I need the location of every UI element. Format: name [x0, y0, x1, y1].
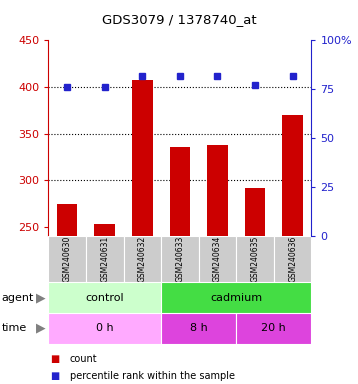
Text: percentile rank within the sample: percentile rank within the sample: [70, 371, 235, 381]
Bar: [236, 236, 274, 282]
Bar: [161, 236, 199, 282]
Bar: [207, 145, 228, 236]
Bar: [48, 313, 161, 344]
Bar: [95, 224, 115, 236]
Bar: [48, 282, 161, 313]
Bar: [170, 147, 190, 236]
Bar: [199, 236, 236, 282]
Bar: [161, 282, 311, 313]
Text: GSM240636: GSM240636: [288, 236, 297, 282]
Text: ■: ■: [50, 354, 59, 364]
Text: GDS3079 / 1378740_at: GDS3079 / 1378740_at: [102, 13, 256, 26]
Bar: [282, 115, 303, 236]
Text: 8 h: 8 h: [190, 323, 208, 333]
Text: 0 h: 0 h: [96, 323, 113, 333]
Text: count: count: [70, 354, 97, 364]
Bar: [245, 188, 265, 236]
Text: GSM240630: GSM240630: [63, 236, 72, 282]
Text: GSM240634: GSM240634: [213, 236, 222, 282]
Bar: [236, 313, 311, 344]
Text: time: time: [2, 323, 27, 333]
Text: ▶: ▶: [37, 322, 46, 335]
Text: GSM240632: GSM240632: [138, 236, 147, 282]
Text: GSM240631: GSM240631: [100, 236, 109, 282]
Bar: [161, 313, 236, 344]
Bar: [86, 236, 124, 282]
Text: cadmium: cadmium: [210, 293, 262, 303]
Text: agent: agent: [2, 293, 34, 303]
Bar: [274, 236, 311, 282]
Text: ■: ■: [50, 371, 59, 381]
Text: 20 h: 20 h: [261, 323, 286, 333]
Text: GSM240633: GSM240633: [175, 236, 184, 282]
Bar: [124, 236, 161, 282]
Bar: [57, 204, 77, 236]
Text: control: control: [86, 293, 124, 303]
Bar: [132, 80, 153, 236]
Text: ▶: ▶: [37, 291, 46, 304]
Text: GSM240635: GSM240635: [251, 236, 260, 282]
Bar: [48, 236, 86, 282]
